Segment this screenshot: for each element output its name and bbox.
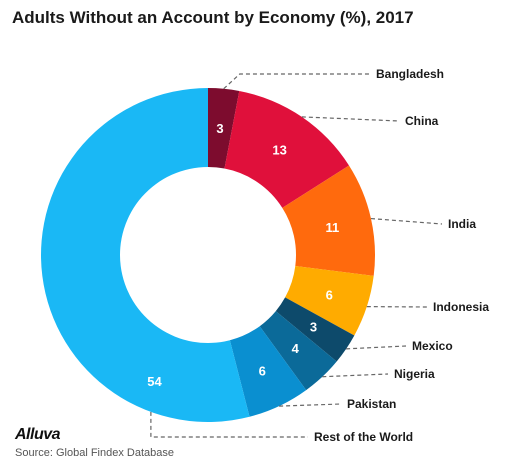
category-label-china: China: [405, 114, 439, 128]
value-label-india: 11: [326, 220, 340, 235]
chart-title: Adults Without an Account by Economy (%)…: [12, 8, 414, 27]
slice-china: [224, 90, 350, 208]
leader-line-mexico: [346, 345, 407, 350]
category-label-mexico: Mexico: [412, 339, 453, 353]
value-label-rest-of-the-world: 54: [147, 374, 162, 389]
slice-rest-of-the-world: [41, 88, 250, 422]
category-label-india: India: [448, 217, 476, 231]
category-label-nigeria: Nigeria: [394, 367, 435, 381]
slice-pakistan: [229, 326, 307, 417]
slice-indonesia: [285, 266, 374, 336]
slice-bangladesh: [208, 88, 240, 169]
leader-line-bangladesh: [223, 73, 370, 90]
category-label-pakistan: Pakistan: [347, 397, 396, 411]
category-label-group: Bangladesh China India Indonesia Mexico Niger…: [314, 67, 489, 444]
alluva-logo: Alluva: [15, 426, 61, 443]
value-label-china: 13: [272, 143, 286, 158]
leader-line-group: [150, 73, 443, 438]
slice-nigeria: [259, 311, 337, 391]
slice-group: [41, 88, 376, 422]
leader-line-pakistan: [279, 403, 342, 407]
value-label-bangladesh: 3: [216, 121, 223, 136]
slice-india: [282, 165, 376, 276]
leader-line-china: [301, 116, 400, 122]
leader-line-nigeria: [322, 373, 389, 378]
category-label-rest-of-the-world: Rest of the World: [314, 430, 413, 444]
source-note: Source: Global Findex Database: [15, 447, 174, 459]
leader-line-india: [370, 217, 443, 225]
slice-mexico: [275, 297, 355, 362]
value-label-mexico: 3: [310, 320, 317, 335]
value-label-pakistan: 6: [259, 363, 266, 378]
category-label-indonesia: Indonesia: [433, 300, 489, 314]
value-label-nigeria: 4: [292, 341, 300, 356]
category-label-bangladesh: Bangladesh: [376, 67, 444, 81]
value-label-indonesia: 6: [326, 287, 333, 302]
leader-line-rest-of-the-world: [150, 411, 308, 438]
